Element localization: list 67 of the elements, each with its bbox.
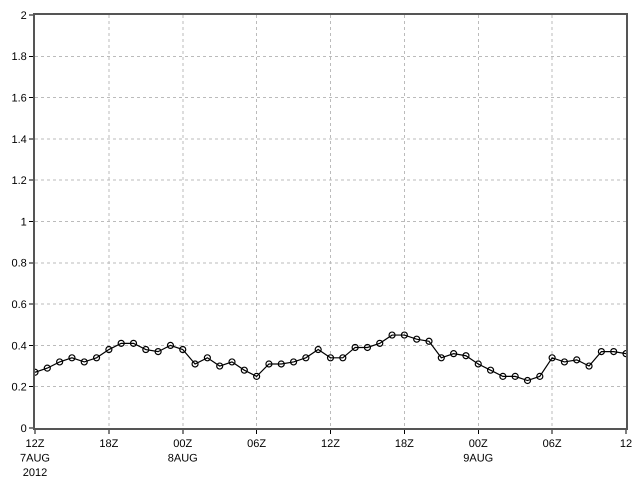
y-tick-label: 1.4 [12,134,27,146]
point [216,362,224,370]
x-tick-label: 00Z 9AUG [463,438,494,464]
point [154,348,162,356]
point [413,336,420,343]
x-tick-label: 06Z [247,438,266,450]
point [585,362,593,370]
point [524,376,532,384]
point [388,331,396,339]
point [352,344,359,352]
point [80,358,88,366]
y-tick-label: 0.4 [12,340,27,352]
point [462,352,470,360]
point [438,354,445,362]
point [44,364,51,372]
point [400,331,408,339]
x-tick-label: 06Z [542,438,562,450]
x-tick-label: 12 [620,438,632,450]
x-tick-label: 12Z [321,438,340,450]
point [240,366,248,374]
x-tick-label: 00Z 8AUG [168,438,198,464]
point [290,358,298,366]
y-tick-label: 0.6 [12,298,27,311]
point [204,354,211,362]
point [56,358,64,366]
x-tick-label: 12Z 7AUG 2012 [20,438,50,479]
point [486,366,494,374]
point [68,354,76,362]
point [364,344,372,352]
point [512,372,519,380]
point [142,346,150,354]
point [499,372,506,380]
point [314,346,322,354]
point [610,348,618,356]
point [118,340,125,347]
y-tick-label: 1.2 [12,175,27,188]
point [302,354,310,362]
point [536,372,544,380]
x-tick-label: 18Z [394,438,414,450]
point [265,360,273,368]
y-tick-label: 2 [20,10,27,22]
point [560,358,568,366]
y-tick-label: 0.2 [12,382,27,394]
point [339,354,346,362]
point [326,354,334,362]
y-tick-label: 1.8 [12,51,27,64]
point [92,354,100,362]
point [130,340,138,347]
point [376,340,384,347]
x-tick-label: 18Z [99,438,119,450]
point [179,346,186,354]
point [450,350,458,358]
point [191,360,199,368]
y-tick-label: 0.8 [12,258,27,270]
point [253,372,260,380]
y-tick-label: 1.6 [12,92,27,104]
y-tick-label: 0 [20,422,27,435]
point [105,346,112,354]
point [228,358,236,366]
point [573,356,580,364]
point [166,342,174,349]
point [598,348,605,356]
point [548,354,556,362]
point [278,360,285,368]
point [474,360,482,368]
y-tick-label: 1 [20,216,27,228]
point [425,338,433,345]
